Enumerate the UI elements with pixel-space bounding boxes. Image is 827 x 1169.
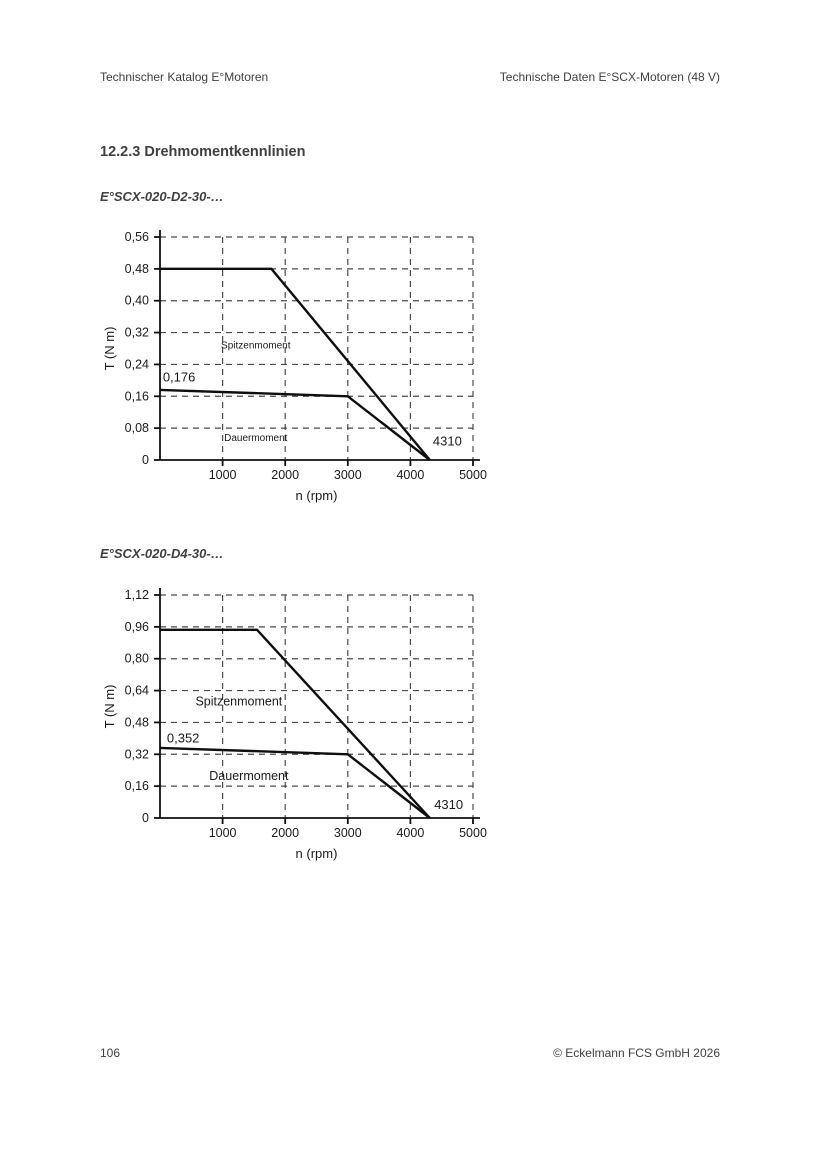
series-label-dauermoment: Dauermoment — [209, 769, 289, 783]
y-tick-label: 0,16 — [125, 779, 149, 793]
y-tick-label: 0,24 — [125, 357, 149, 371]
x-tick-label: 2000 — [271, 826, 299, 840]
x-tick-label: 5000 — [459, 468, 487, 482]
y-tick-label: 0,80 — [125, 652, 149, 666]
section-heading: 12.2.3 Drehmomentkennlinien — [100, 144, 306, 160]
footer-page-number: 106 — [100, 1046, 121, 1060]
annotation-4310: 4310 — [434, 797, 463, 812]
chart1-torque-curve: 0 0,08 0,16 0,24 0,32 0,40 0,48 0,56 1000 2000 300… — [102, 230, 487, 503]
y-tick-label: 0,08 — [125, 421, 149, 435]
x-axis-title: n (rpm) — [296, 488, 338, 503]
x-tick-label: 3000 — [334, 468, 362, 482]
x-tick-label: 1000 — [209, 826, 237, 840]
chart2-torque-curve: 0 0,16 0,32 0,48 0,64 0,80 0,96 1,12 1000 2000 300… — [102, 588, 487, 861]
grid — [160, 236, 474, 460]
series-label-spitzenmoment: Spitzenmoment — [195, 695, 282, 709]
tick-labels: 0 0,16 0,32 0,48 0,64 0,80 0,96 1,12 1000 2000 300… — [125, 588, 487, 840]
x-tick-label: 4000 — [396, 826, 424, 840]
series-spitzenmoment — [160, 267, 431, 461]
footer-copyright: © Eckelmann FCS GmbH 2026 — [553, 1046, 720, 1060]
series-spitzenmoment — [160, 628, 431, 819]
annotation-4310: 4310 — [433, 433, 462, 448]
y-tick-label: 0 — [142, 811, 149, 825]
y-axis-title: T (N m) — [102, 327, 117, 371]
y-tick-label: 0,32 — [125, 326, 149, 340]
series-dauermoment — [159, 388, 431, 461]
axes — [154, 588, 480, 824]
x-tick-label: 2000 — [271, 468, 299, 482]
series-dauermoment — [159, 746, 431, 819]
axes — [154, 230, 480, 466]
y-tick-label: 0,48 — [125, 715, 149, 729]
chart1-figure: 0 0,08 0,16 0,24 0,32 0,40 0,48 0,56 1000 2000 300… — [100, 222, 517, 520]
x-tick-label: 3000 — [334, 826, 362, 840]
header-left-text: Technischer Katalog E°Motoren — [100, 70, 269, 84]
chart2-figure: 0 0,16 0,32 0,48 0,64 0,80 0,96 1,12 1000 2000 300… — [100, 580, 517, 878]
y-tick-label: 0 — [142, 453, 149, 467]
y-tick-label: 0,48 — [125, 262, 149, 276]
series-label-spitzenmoment: Spitzenmoment — [221, 341, 291, 352]
y-tick-label: 0,96 — [125, 620, 149, 634]
y-tick-label: 0,16 — [125, 389, 149, 403]
x-tick-label: 1000 — [209, 468, 237, 482]
x-tick-label: 5000 — [459, 826, 487, 840]
y-tick-label: 0,56 — [125, 230, 149, 244]
chart1-subtitle: E°SCX-020-D2-30-… — [100, 189, 224, 204]
series-label-dauermoment: Dauermoment — [224, 433, 288, 444]
x-axis-title: n (rpm) — [296, 846, 338, 861]
y-tick-label: 0,32 — [125, 747, 149, 761]
annotation-0-352: 0,352 — [167, 730, 200, 745]
tick-labels: 0 0,08 0,16 0,24 0,32 0,40 0,48 0,56 1000 2000 300… — [125, 230, 487, 482]
x-tick-label: 4000 — [396, 468, 424, 482]
y-tick-label: 0,40 — [125, 294, 149, 308]
chart2-subtitle: E°SCX-020-D4-30-… — [100, 546, 224, 561]
grid — [160, 594, 474, 818]
y-tick-label: 1,12 — [125, 588, 149, 602]
header-right-text: Technische Daten E°SCX-Motoren (48 V) — [499, 70, 720, 84]
y-tick-label: 0,64 — [125, 684, 149, 698]
y-axis-title: T (N m) — [102, 685, 117, 729]
annotation-0-176: 0,176 — [163, 370, 196, 385]
